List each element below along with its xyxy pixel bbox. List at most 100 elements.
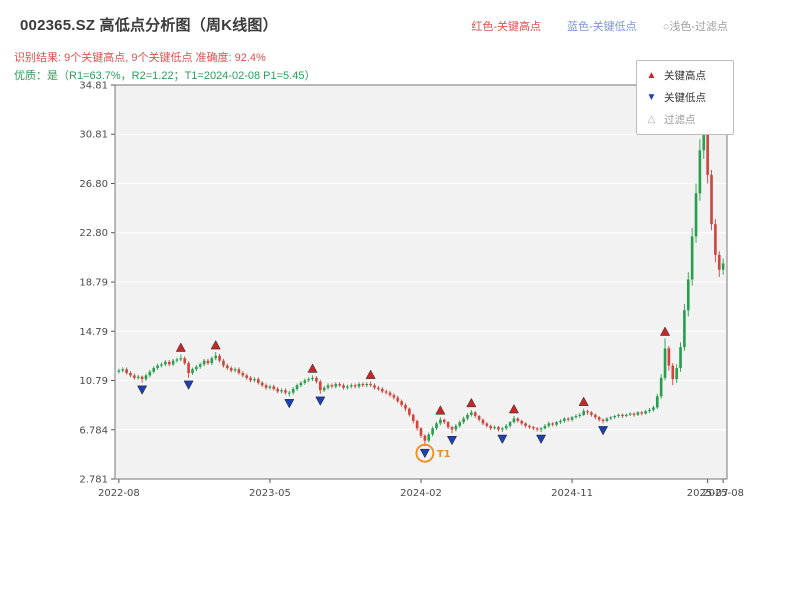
y-tick-label: 10.79: [79, 376, 108, 387]
x-tick-label: 2022-08: [98, 488, 140, 499]
candle-body: [520, 420, 524, 424]
candle-body: [268, 386, 272, 388]
candle-body: [295, 385, 299, 389]
page-title: 002365.SZ 高低点分析图（周K线图）: [20, 17, 278, 34]
candle-body: [675, 368, 678, 380]
candle-body: [442, 419, 446, 423]
candle-body: [497, 427, 500, 430]
candle-body: [377, 387, 380, 389]
x-tick-label: 2023-05: [249, 488, 291, 499]
candle-body: [601, 419, 605, 421]
key-high-marker: [660, 326, 671, 336]
y-tick-label: 34.81: [79, 81, 108, 92]
x-tick-label: 2024-11: [551, 488, 593, 499]
candle-body: [593, 414, 597, 418]
candle-body: [357, 384, 361, 387]
color-key-low-label: 蓝色-关键低点: [567, 21, 637, 33]
candle-body: [400, 401, 403, 405]
candle-body: [380, 388, 384, 392]
key-low-marker: [284, 399, 295, 409]
candle-body: [322, 387, 326, 391]
key-low-marker: [315, 396, 326, 406]
candle-body: [202, 360, 206, 365]
candle-body: [683, 310, 686, 348]
candle-body: [349, 385, 353, 387]
candle-body: [291, 388, 295, 393]
filtered-triangle-icon: △: [647, 113, 656, 125]
candle-body: [315, 377, 318, 382]
y-tick-label: 30.81: [79, 130, 108, 141]
key-high-marker: [578, 396, 589, 406]
candle-body: [555, 422, 558, 425]
key-low-marker: [446, 436, 458, 446]
candle-body: [621, 414, 624, 417]
key-high-marker: [210, 340, 221, 350]
candle-body: [411, 414, 415, 421]
candle-body: [578, 414, 582, 417]
candle-body: [311, 377, 314, 380]
candle-body: [121, 369, 125, 371]
recognition-result-line: 识别结果: 9个关键高点, 9个关键低点 准确度: 92.4%: [14, 52, 266, 64]
candle-body: [392, 395, 396, 398]
x-tick-label: 2025-07: [687, 488, 729, 499]
candle-body: [249, 377, 252, 381]
candle-body: [570, 417, 574, 420]
candle-body: [415, 420, 419, 429]
chart-legend: ▲ 关键高点 ▼ 关键低点 △ 过滤点: [636, 60, 734, 135]
candle-body: [245, 375, 249, 378]
plot-border: [114, 84, 728, 480]
candle-body: [524, 423, 527, 426]
candle-body: [164, 361, 167, 365]
candle-body: [597, 417, 601, 420]
candle-body: [547, 423, 551, 426]
candle-body: [129, 372, 132, 376]
candle-body: [280, 390, 283, 392]
candle-body: [516, 418, 520, 421]
candle-body: [187, 363, 190, 373]
candle-body: [338, 384, 341, 386]
candle-body: [636, 412, 640, 415]
candle-body: [144, 375, 148, 380]
candle-body: [508, 422, 512, 426]
candle-body: [562, 418, 566, 421]
candle-body: [559, 420, 562, 423]
key-high-marker: [365, 369, 376, 379]
candle-body: [404, 404, 407, 409]
candle-body: [423, 435, 427, 441]
candle-body: [539, 428, 543, 430]
candle-body: [318, 381, 322, 391]
y-tick-label: 14.79: [79, 327, 108, 338]
candle-body: [706, 131, 709, 175]
candle-body: [617, 414, 620, 417]
candle-body: [140, 376, 144, 380]
candle-body: [218, 355, 221, 361]
candle-body: [260, 382, 264, 386]
candle-body: [272, 386, 276, 389]
candle-body: [605, 418, 609, 421]
candle-body: [489, 425, 493, 429]
candle-body: [156, 365, 159, 369]
candle-body: [628, 413, 632, 415]
candle-body: [446, 422, 450, 428]
candle-body: [450, 427, 454, 430]
key-low-marker: [536, 434, 547, 445]
legend-item-filtered: △ 过滤点: [646, 112, 724, 127]
candle-body: [454, 425, 458, 430]
candle-body: [721, 263, 725, 270]
candle-body: [504, 425, 508, 429]
candle-body: [686, 279, 690, 311]
candle-body: [613, 416, 616, 418]
candle-body: [346, 386, 349, 388]
candle-body: [566, 418, 570, 420]
candle-body: [501, 428, 504, 430]
x-tick-label: 2024-02: [400, 488, 442, 499]
candle-body: [690, 236, 694, 280]
candle-body: [427, 434, 431, 441]
candle-body: [714, 224, 717, 255]
quality-line: 优质：是（R1=63.7%，R2=1.22；T1=2024-02-08 P1=5…: [14, 70, 316, 82]
key-high-marker: [435, 405, 446, 415]
candle-body: [222, 360, 225, 366]
candle-body: [667, 348, 671, 366]
t1-label: T1: [437, 449, 451, 460]
candle-body: [590, 412, 593, 415]
